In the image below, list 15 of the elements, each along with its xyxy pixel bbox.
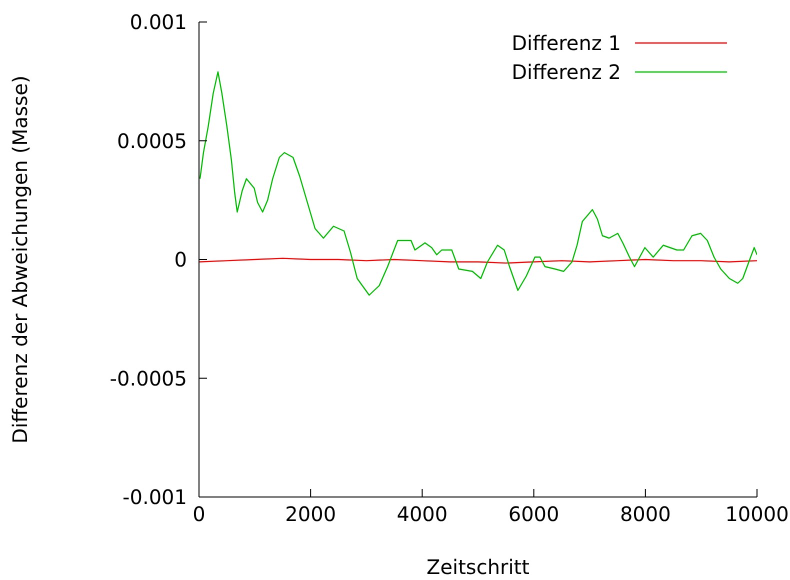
y-axis-title: Differenz der Abweichungen (Masse) (8, 75, 32, 444)
y-tick-label: 0.001 (130, 10, 187, 34)
x-tick-label: 10000 (725, 502, 789, 526)
x-tick-label: 4000 (396, 502, 448, 526)
x-tick-label: 2000 (285, 502, 336, 526)
x-tick-label: 6000 (508, 502, 560, 526)
legend-label: Differenz 2 (512, 60, 621, 84)
y-tick-label: 0 (174, 248, 187, 272)
y-tick-label: 0.0005 (117, 128, 187, 153)
x-tick-label: 0 (192, 502, 206, 526)
x-axis-title: Zeitschritt (426, 555, 530, 579)
y-tick-label: -0.0005 (110, 366, 187, 390)
x-tick-label: 8000 (620, 502, 671, 526)
legend-label: Differenz 1 (512, 30, 621, 54)
y-tick-label: -0.001 (122, 485, 187, 510)
